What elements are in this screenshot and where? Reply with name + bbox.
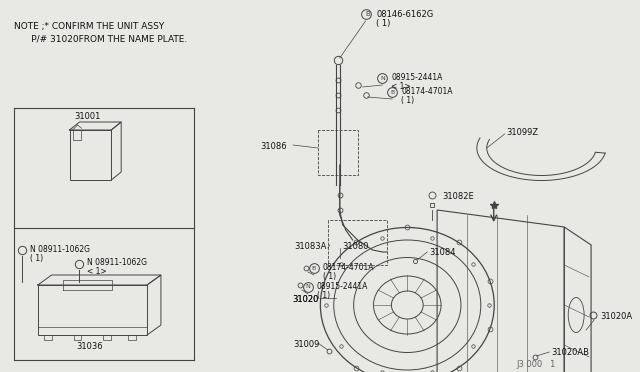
Text: < 1>: < 1> (88, 267, 107, 276)
Text: 31083A: 31083A (294, 242, 326, 251)
Text: 31099Z: 31099Z (507, 128, 539, 137)
Text: N: N (380, 76, 385, 80)
Text: B: B (312, 266, 316, 270)
Text: ( 1): ( 1) (376, 19, 391, 28)
Text: 08915-2441A: 08915-2441A (392, 73, 443, 82)
Text: N 08911-1062G: N 08911-1062G (88, 258, 147, 267)
Text: ( 1): ( 1) (323, 272, 336, 281)
Text: NOTE ;* CONFIRM THE UNIT ASSY: NOTE ;* CONFIRM THE UNIT ASSY (14, 22, 164, 31)
Bar (74, 335, 81, 340)
Text: N 08911-1062G: N 08911-1062G (30, 245, 90, 254)
Bar (70, 130, 111, 180)
Text: 31020: 31020 (292, 295, 319, 304)
Text: 08174-4701A: 08174-4701A (401, 87, 453, 96)
Text: 31036: 31036 (76, 342, 102, 351)
Text: 31020: 31020 (292, 295, 319, 304)
Text: 31020A: 31020A (600, 312, 632, 321)
Text: 31082E: 31082E (442, 192, 474, 201)
Bar (103, 335, 111, 340)
Text: P/# 31020FROM THE NAME PLATE.: P/# 31020FROM THE NAME PLATE. (14, 34, 187, 43)
Bar (38, 285, 147, 335)
Text: B: B (365, 11, 370, 17)
Text: B: B (390, 90, 394, 94)
Text: 08915-2441A: 08915-2441A (317, 282, 368, 291)
Text: 31001: 31001 (74, 112, 100, 121)
Bar (128, 335, 136, 340)
Text: < 1>: < 1> (392, 82, 411, 91)
Text: 08174-4701A: 08174-4701A (323, 263, 374, 272)
Text: 08146-6162G: 08146-6162G (376, 10, 434, 19)
Text: ( 1): ( 1) (317, 291, 330, 300)
Text: ( 1): ( 1) (401, 96, 415, 105)
Text: 31080: 31080 (343, 242, 369, 251)
Text: N: N (305, 285, 310, 289)
Text: ( 1): ( 1) (30, 254, 43, 263)
Text: 31020AB: 31020AB (551, 348, 589, 357)
Text: J3 000   1: J3 000 1 (516, 360, 556, 369)
Text: 31086: 31086 (260, 142, 287, 151)
Text: 31084: 31084 (429, 248, 456, 257)
Text: 31009: 31009 (293, 340, 319, 349)
Bar (44, 335, 52, 340)
